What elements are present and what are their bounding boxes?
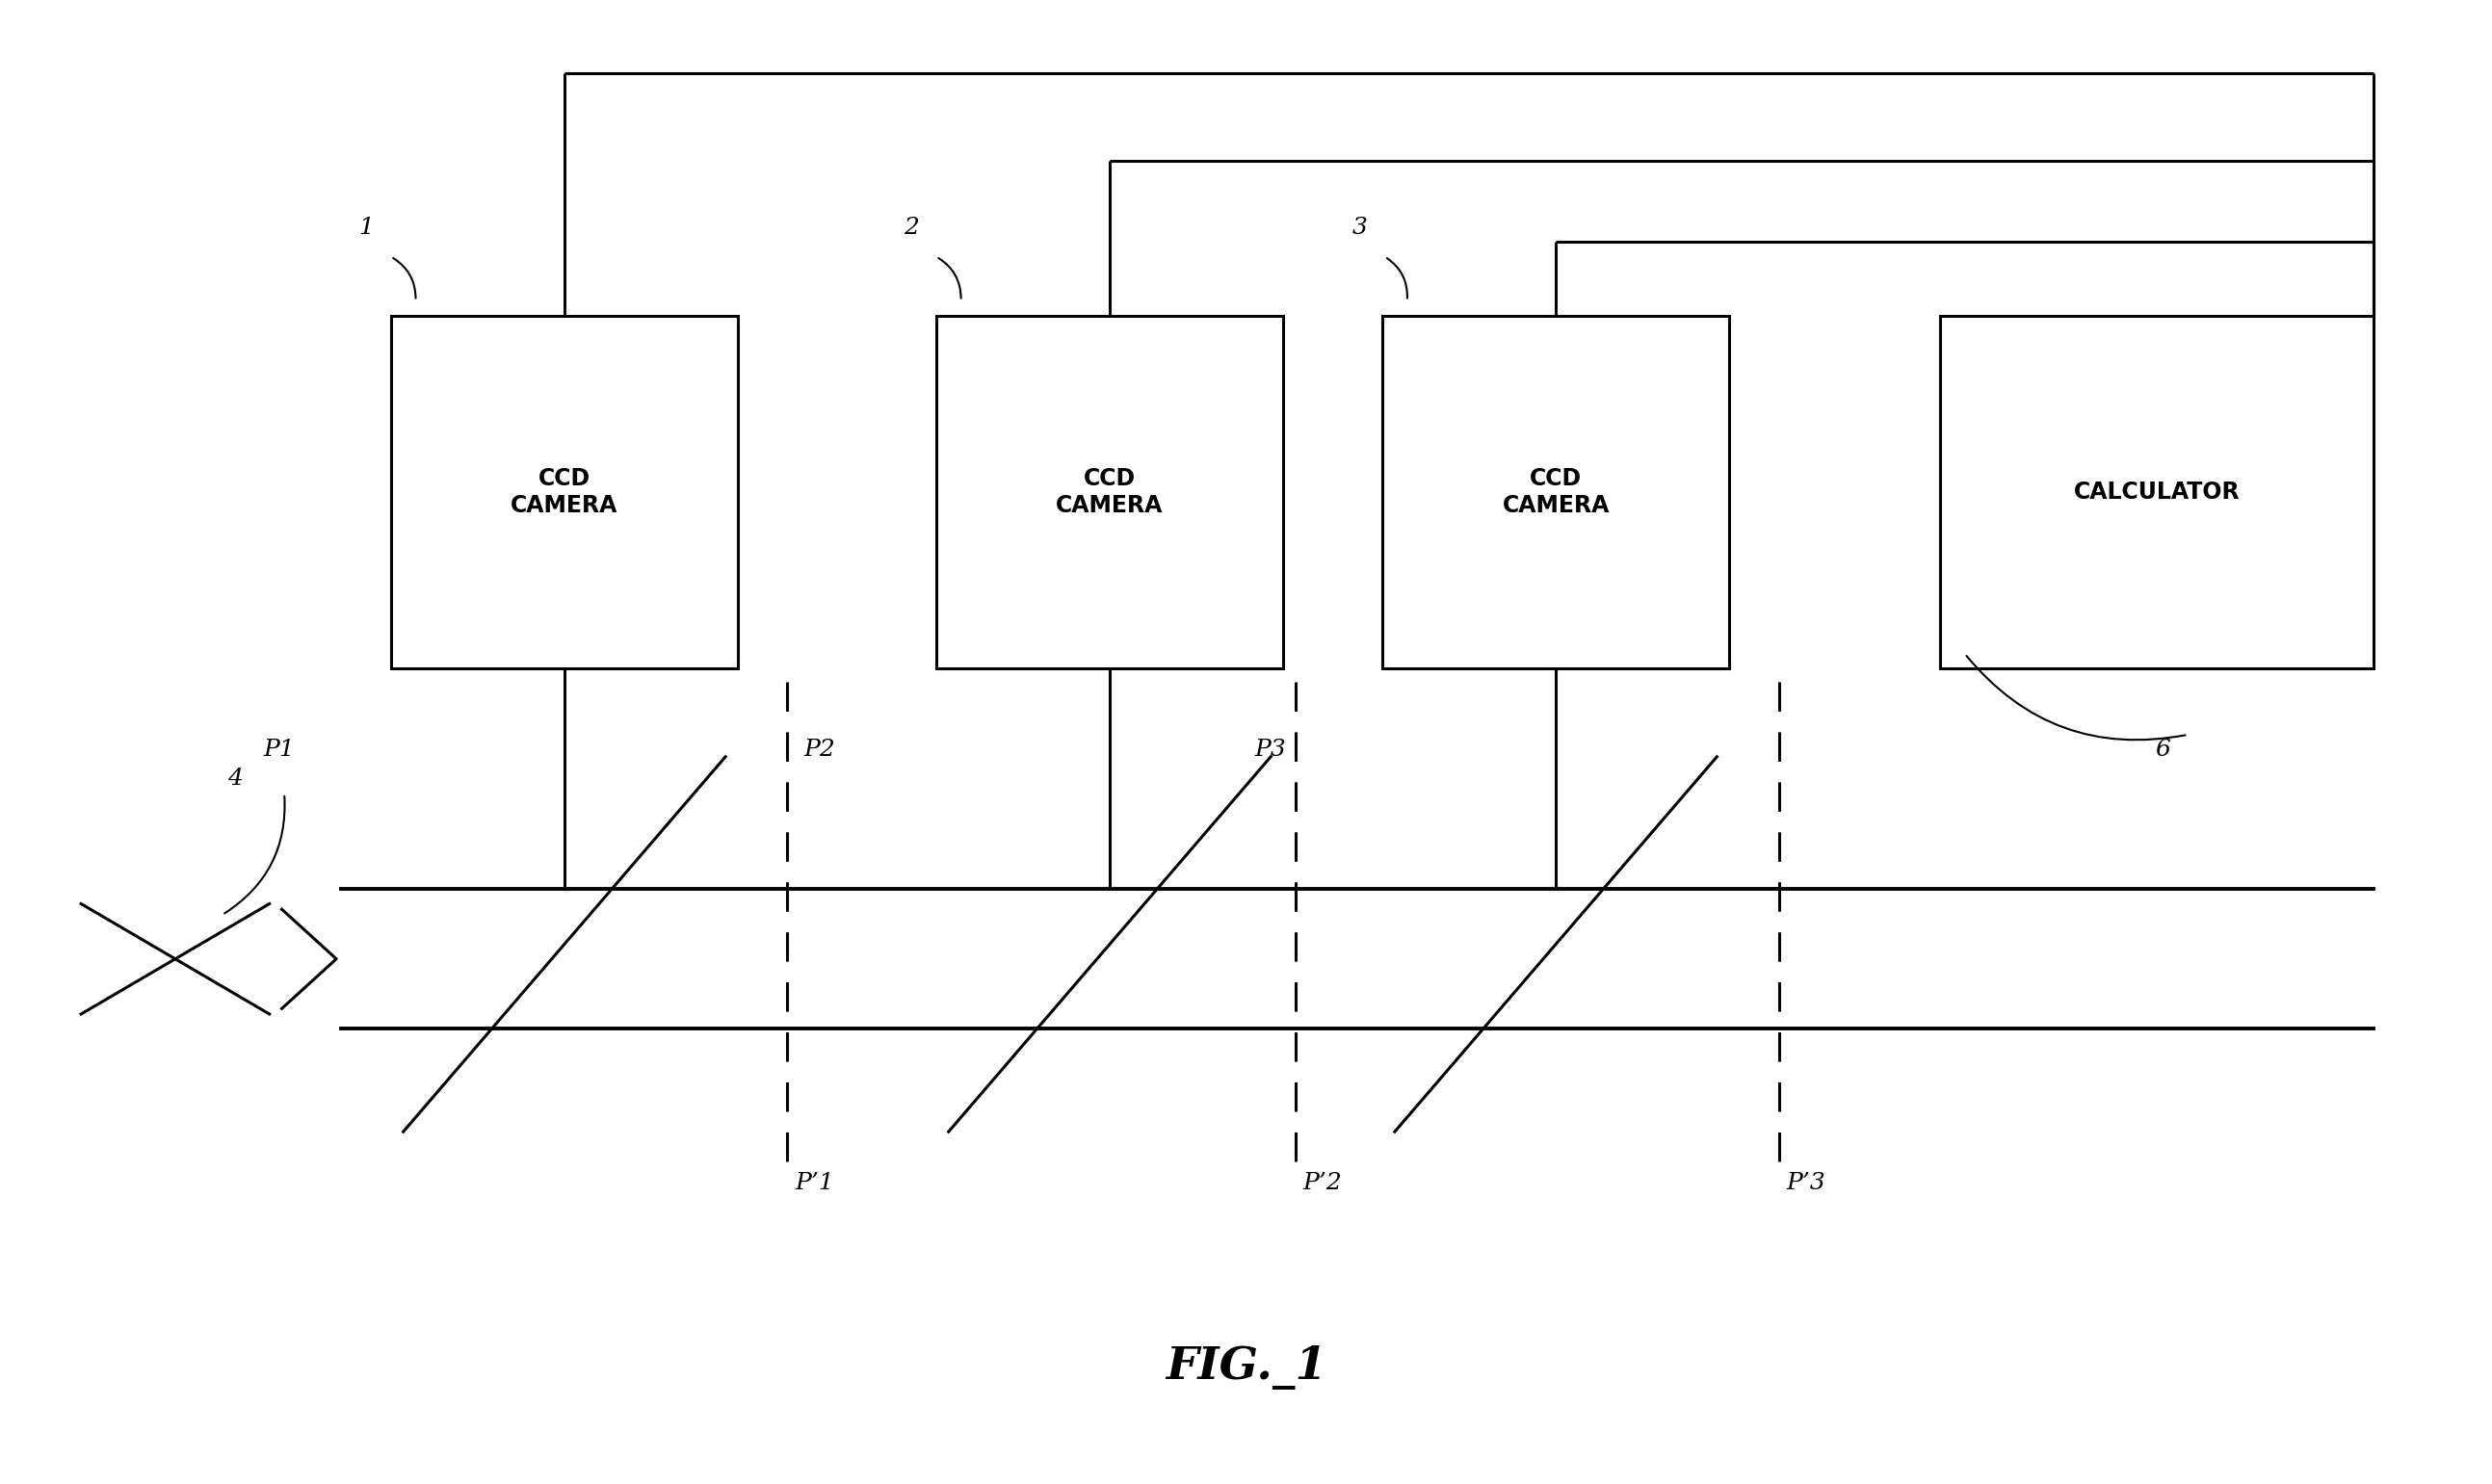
Text: 3: 3 [1353,217,1368,239]
Text: P3: P3 [1256,738,1286,760]
Text: CCD
CAMERA: CCD CAMERA [1057,467,1164,516]
Text: P1: P1 [264,738,294,760]
Text: CALCULATOR: CALCULATOR [2073,481,2240,503]
Text: 6: 6 [2156,738,2171,760]
Text: CCD
CAMERA: CCD CAMERA [1503,467,1610,516]
Text: FIG._1: FIG._1 [1166,1345,1326,1389]
Bar [937,316,1283,668]
Text: 1: 1 [359,217,374,239]
Text: P2: P2 [805,738,835,760]
Text: P’1: P’1 [795,1172,835,1195]
Bar [391,316,738,668]
Text: 4: 4 [227,767,242,789]
Text: P’2: P’2 [1303,1172,1343,1195]
Text: 2: 2 [905,217,920,239]
Bar [1939,316,2375,668]
Text: P’3: P’3 [1787,1172,1827,1195]
Bar [1383,316,1729,668]
Text: CCD
CAMERA: CCD CAMERA [511,467,618,516]
